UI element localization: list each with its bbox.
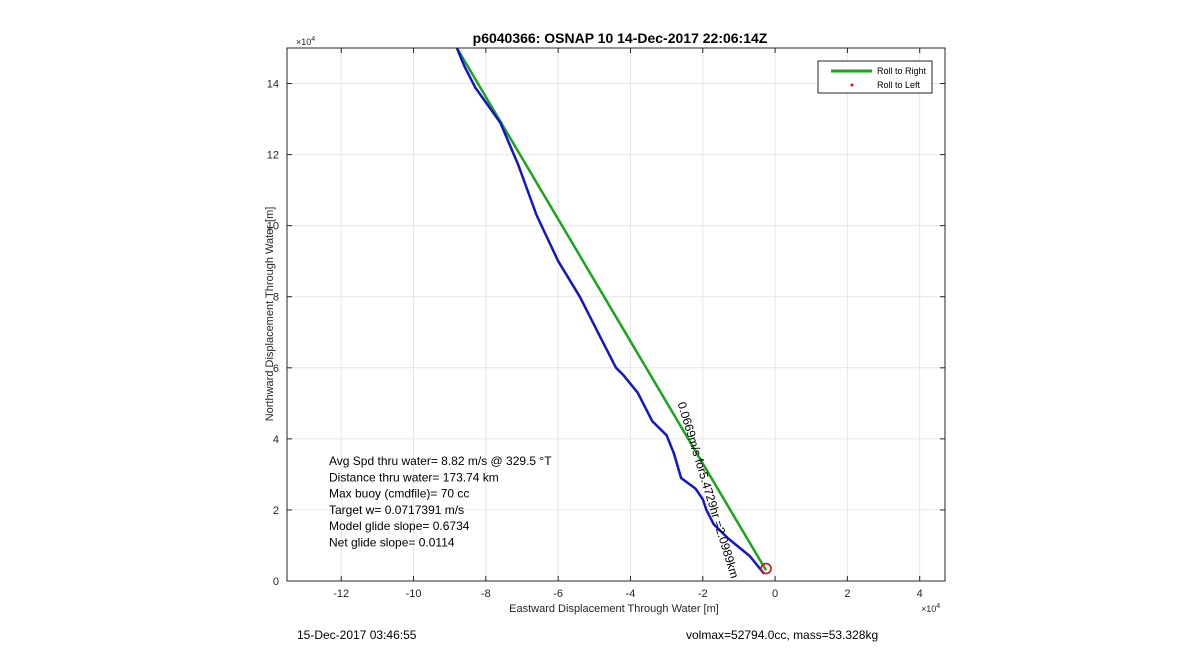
x-tick-label: 2 xyxy=(844,588,850,600)
x-tick-label: -10 xyxy=(406,588,422,600)
stats-line: Distance thru water= 173.74 km xyxy=(329,470,499,484)
stats-text-block: Avg Spd thru water= 8.82 m/s @ 329.5 °T D… xyxy=(329,454,552,550)
x-tick-label: 4 xyxy=(917,588,923,600)
series-layer xyxy=(455,47,772,575)
y-tick-label: 2 xyxy=(273,505,279,517)
y-tick-label: 0 xyxy=(273,576,279,588)
y-tick-label: 8 xyxy=(273,292,279,304)
x-tick-label: -8 xyxy=(481,588,491,600)
y-exponent-label: ×104 xyxy=(296,36,315,47)
legend-label-roll-right: Roll to Right xyxy=(877,66,927,76)
stats-line: Target w= 0.0717391 m/s xyxy=(329,503,464,517)
y-tick-label: 6 xyxy=(273,363,279,375)
x-tick-label: -12 xyxy=(333,588,349,600)
series-line-roll-right xyxy=(455,47,768,571)
x-axis-label: Eastward Displacement Through Water [m] xyxy=(509,603,719,615)
series-line-track xyxy=(455,47,766,575)
stats-line: Net glide slope= 0.0114 xyxy=(329,536,455,550)
end-marker-circle xyxy=(760,562,772,575)
plot-frame xyxy=(286,47,946,582)
footer-volmax-mass: volmax=52794.0cc, mass=53.328kg xyxy=(686,628,879,642)
y-tick-label: 14 xyxy=(267,79,279,91)
stats-line: Max buoy (cmdfile)= 70 cc xyxy=(329,487,469,501)
x-tick-label: -4 xyxy=(626,588,636,600)
x-tick-label: -6 xyxy=(553,588,563,600)
y-tick-label: 4 xyxy=(273,434,279,446)
legend-box xyxy=(817,60,933,94)
footer-timestamp: 15-Dec-2017 03:46:55 xyxy=(297,628,417,642)
y-axis-label: Northward Displacement Through Water [m] xyxy=(264,207,276,422)
legend-label-roll-left: Roll to Left xyxy=(877,80,921,90)
legend-marker-roll-left xyxy=(850,83,854,87)
distance-annotation: 0.0669m/s for5.4729hr =2.0989km xyxy=(675,400,742,580)
x-tick-label: 0 xyxy=(772,588,778,600)
stats-line: Avg Spd thru water= 8.82 m/s @ 329.5 °T xyxy=(329,454,552,468)
x-tick-label: -2 xyxy=(698,588,708,600)
y-tick-label: 12 xyxy=(267,150,279,162)
stats-line: Model glide slope= 0.6734 xyxy=(329,519,470,533)
y-tick-label: 10 xyxy=(267,221,279,233)
legend: Roll to Right Roll to Left xyxy=(817,60,933,94)
axis-ticks: -12 -10 -8 -6 -4 -2 0 2 4 0 2 4 6 8 10 12 14 xyxy=(267,48,945,600)
chart-title: p6040366: OSNAP 10 14-Dec-2017 22:06:14Z xyxy=(473,30,768,46)
x-exponent-label: ×104 xyxy=(921,603,940,614)
